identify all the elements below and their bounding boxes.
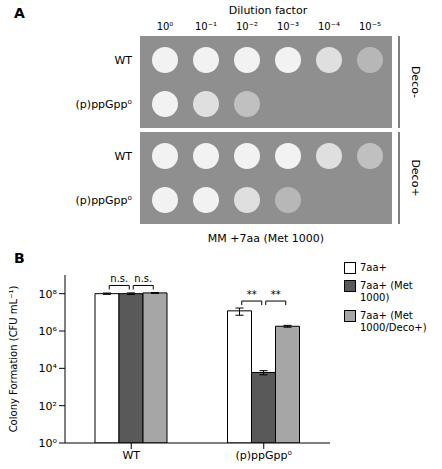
html-text:7aa+ (Met 1000): 7aa+ (Met 1000) — [360, 280, 413, 303]
svg-text:WT: WT — [114, 54, 132, 67]
svg-text:Deco-: Deco- — [409, 66, 422, 98]
svg-text:MM +7aa (Met 1000): MM +7aa (Met 1000) — [208, 232, 324, 245]
svg-text:10⁰: 10⁰ — [157, 21, 174, 32]
svg-text:10²: 10² — [39, 400, 57, 413]
svg-text:10⁻⁴: 10⁻⁴ — [318, 21, 340, 32]
svg-text:Colony Formation (CFU mL⁻¹): Colony Formation (CFU mL⁻¹) — [8, 286, 19, 433]
svg-text:10⁸: 10⁸ — [39, 288, 58, 301]
svg-text:WT: WT — [122, 449, 140, 462]
svg-text:n.s.: n.s. — [134, 273, 152, 284]
svg-text:WT: WT — [114, 150, 132, 163]
svg-text:(p)ppGpp⁰: (p)ppGpp⁰ — [76, 194, 133, 207]
svg-text:Deco+: Deco+ — [409, 159, 422, 196]
html-text:B: B — [14, 250, 25, 266]
svg-text:10⁻⁵: 10⁻⁵ — [359, 21, 381, 32]
svg-text:10⁻¹: 10⁻¹ — [195, 21, 217, 32]
svg-text:10⁻²: 10⁻² — [236, 21, 258, 32]
svg-text:10⁴: 10⁴ — [39, 362, 58, 375]
svg-text:**: ** — [247, 289, 257, 300]
svg-text:(p)ppGpp⁰: (p)ppGpp⁰ — [76, 98, 133, 111]
html-text:7aa+ (Met 1000/Deco+): 7aa+ (Met 1000/Deco+) — [360, 310, 427, 333]
html-text:7aa+: 7aa+ — [360, 262, 387, 273]
svg-text:Dilution factor: Dilution factor — [229, 4, 308, 17]
svg-text:A: A — [14, 5, 25, 21]
svg-text:**: ** — [271, 289, 281, 300]
svg-text:10⁻³: 10⁻³ — [277, 21, 299, 32]
svg-text:(p)ppGpp⁰: (p)ppGpp⁰ — [236, 449, 293, 462]
svg-text:10⁰: 10⁰ — [39, 437, 58, 450]
svg-text:10⁶: 10⁶ — [39, 325, 58, 338]
svg-text:n.s.: n.s. — [110, 273, 128, 284]
